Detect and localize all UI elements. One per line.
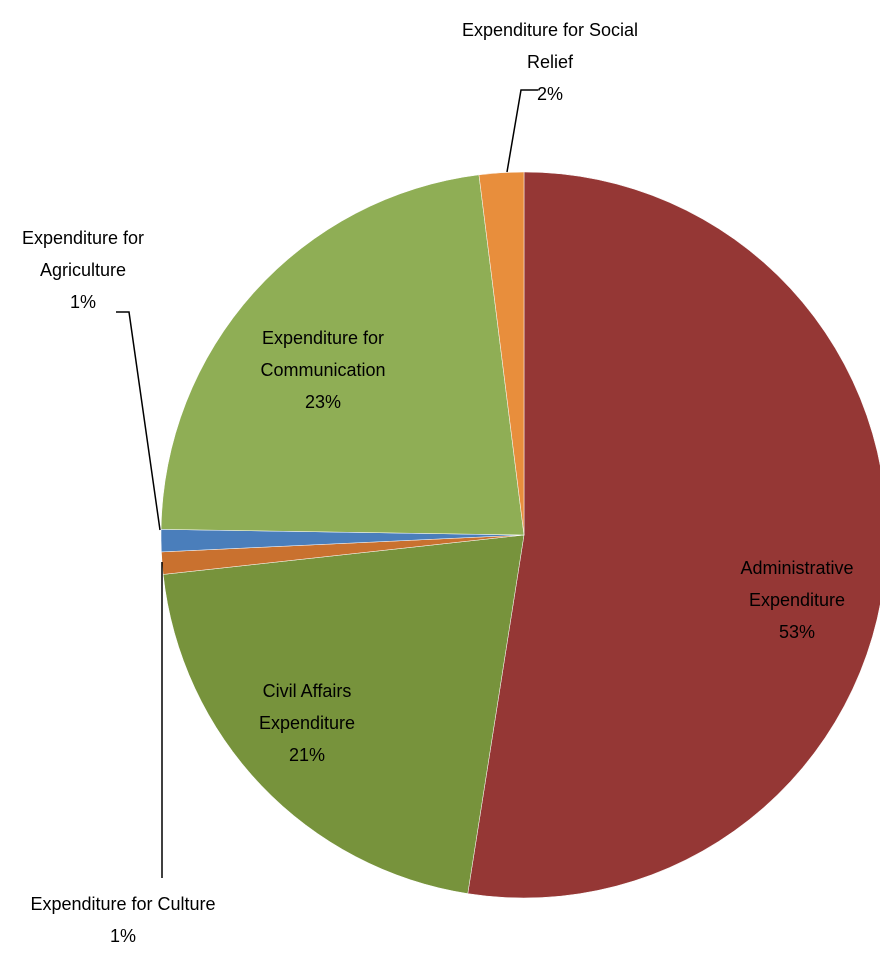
category-label: Expenditure for Agriculture [21, 228, 145, 280]
category-label: Administrative Expenditure [740, 558, 854, 610]
value-label: 2% [536, 84, 563, 104]
pie-slice [467, 171, 880, 899]
category-label: Expenditure for Social Relief [461, 20, 639, 72]
slice-label: Expenditure for Agriculture 1% [0, 222, 168, 318]
category-label: Expenditure for Communication [260, 328, 386, 380]
leader-line [116, 311, 161, 531]
pie-slice [478, 171, 525, 536]
slice-label: Civil Affairs Expenditure 21% [232, 675, 382, 771]
leader-line [506, 89, 538, 173]
pie-slice [160, 174, 525, 536]
value-label: 21% [288, 745, 326, 765]
slice-label: Administrative Expenditure 53% [712, 552, 880, 648]
value-label: 53% [778, 622, 816, 642]
value-label: 23% [304, 392, 342, 412]
value-label: 1% [69, 292, 96, 312]
category-label: Civil Affairs Expenditure [258, 681, 356, 733]
slice-label: Expenditure for Culture 1% [28, 888, 218, 952]
value-label: 1% [109, 926, 136, 946]
slice-label: Expenditure for Social Relief 2% [455, 14, 645, 110]
category-label: Expenditure for Culture [30, 894, 216, 914]
slice-label: Expenditure for Communication 23% [253, 322, 393, 418]
pie-slice [162, 534, 525, 894]
